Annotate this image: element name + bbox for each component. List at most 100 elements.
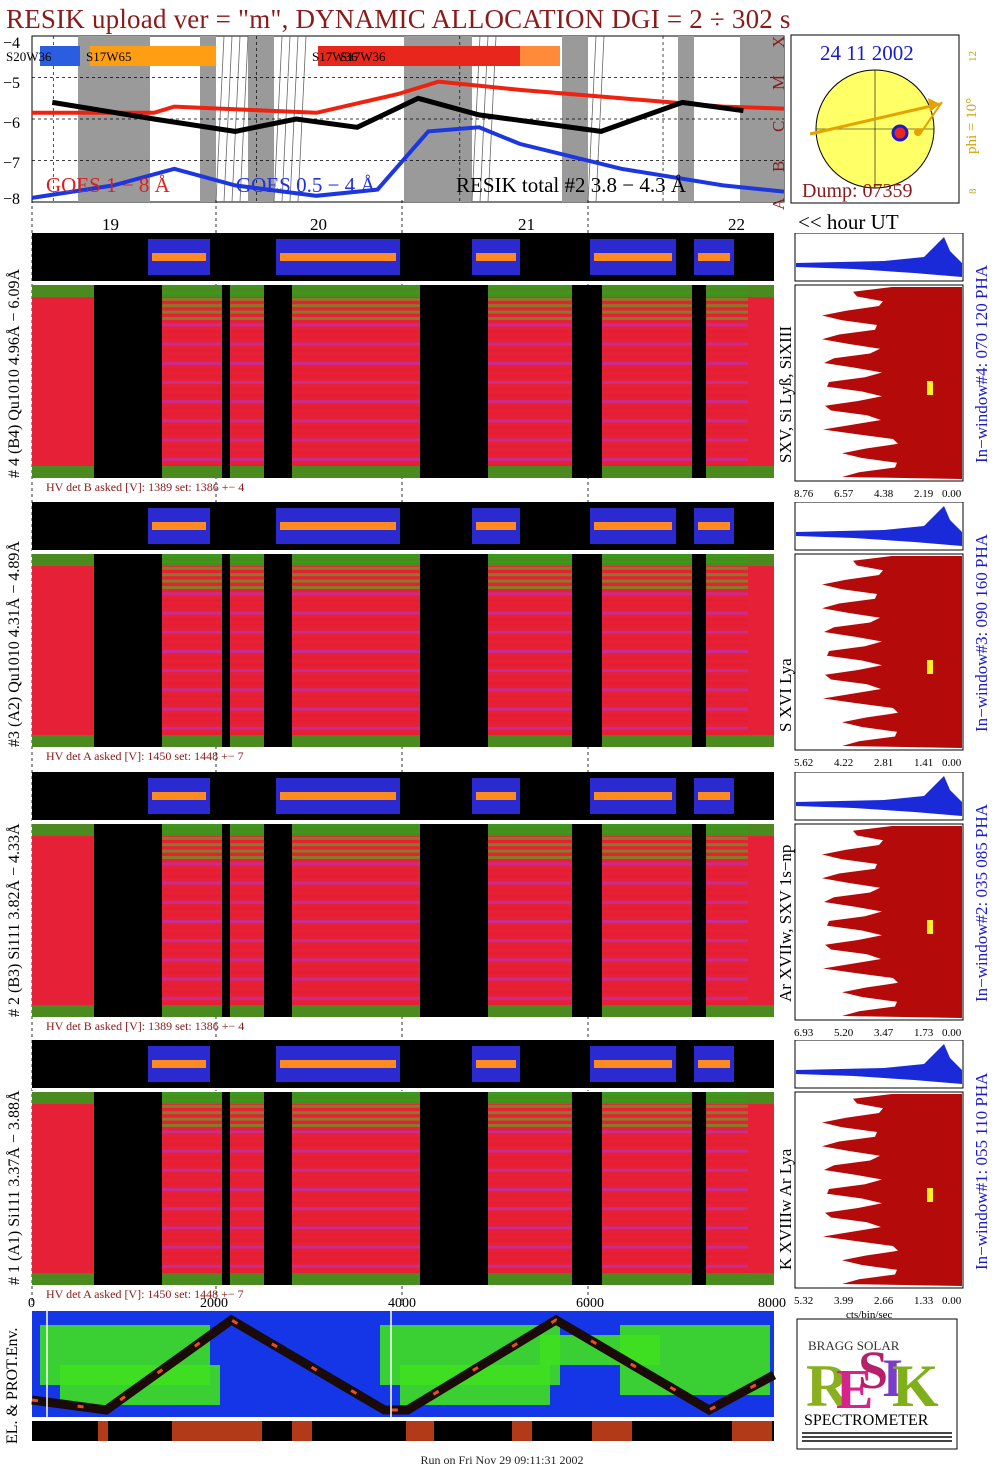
hv-readout-4: HV det B asked [V]: 1389 set: 1386 +− 4 [46, 480, 245, 494]
hatch-line [223, 35, 233, 203]
spectrogram-gap-4 [572, 824, 602, 1017]
histogram-xtick-0: 8.76 [794, 488, 814, 499]
orbit-ylabel: EL. & PROT.Env. [4, 1327, 21, 1444]
spectral-line-label-3: S XVI Lya [776, 658, 795, 732]
strip-band-4 [406, 1421, 434, 1441]
window-label-4: In−window#4: 070 120 PHA [972, 264, 991, 463]
pha-histogram-3: 5.62 4.22 2.81 1.41 0.00 [794, 502, 964, 768]
histogram-xtick-4: 0.00 [942, 757, 962, 768]
resik-logo: R E S I K BRAGG SOLAR SPECTROMETER [796, 1318, 958, 1450]
logo-letter-r: R [806, 1353, 850, 1419]
strip-band-3 [292, 1421, 312, 1441]
scale-bottom-label: 8 [967, 188, 979, 194]
pha-line-2 [476, 522, 516, 530]
goes-series-0 [32, 79, 785, 115]
spectrogram-gap-4 [572, 554, 602, 747]
hour-label-22: 22 [728, 215, 745, 234]
spectrogram-gap-1 [222, 1092, 230, 1285]
detector-label-2: # 2 (B3) Si111 3.82Å − 4.33Å [6, 823, 23, 1017]
pha-line-1 [280, 792, 396, 800]
orbit-radiation-zones [40, 1325, 770, 1405]
orbit-xtick-8000: 8000 [758, 1296, 786, 1311]
region-bar-2 [90, 46, 216, 66]
in-window-marker [927, 1188, 933, 1202]
strip-band-7 [732, 1421, 772, 1441]
pha-line-4 [698, 522, 730, 530]
ytick-label-4: −7 [3, 155, 20, 172]
spectrogram-gap-4 [572, 1092, 602, 1285]
strip-band-0 [98, 1421, 108, 1441]
window-label-2: In−window#2: 035 085 PHA [972, 803, 991, 1002]
orbit-xtick-4000: 4000 [388, 1296, 416, 1311]
pha-line-1 [280, 253, 396, 261]
detector-2-spectrogram [32, 772, 774, 1017]
histogram-xtick-3: 1.41 [914, 757, 933, 768]
class-letter-x: X [769, 36, 788, 48]
target-marker [891, 124, 909, 142]
pha-line-3 [594, 253, 672, 261]
pha-histogram-shape [796, 1044, 962, 1084]
region-bar-4 [520, 46, 560, 66]
logo-caption-bar [800, 1410, 954, 1428]
histogram-xtick-0: 5.62 [794, 757, 813, 768]
histogram-xtick-1: 5.20 [834, 1027, 854, 1038]
spectrogram-gap-3 [420, 285, 488, 478]
ytick-label-3: −6 [3, 115, 20, 132]
hour-labels: 19 20 21 22 [102, 215, 745, 234]
spectrogram-gap-3 [420, 824, 488, 1017]
histogram-xtick-0: 5.32 [794, 1295, 813, 1306]
orbit-strip-bands [98, 1421, 772, 1441]
orbit-xtick-2000: 2000 [200, 1296, 228, 1311]
region-tag-4: S17W36 [340, 49, 386, 64]
legend-goes-short: GOES 0.5 − 4 Å [236, 173, 376, 197]
pha-histogram-shape [796, 776, 962, 816]
goes-series-group [31, 79, 785, 200]
detector-1-spectrogram [32, 1040, 774, 1285]
orbit-xtick-0: 0 [28, 1296, 35, 1311]
in-window-marker [927, 381, 933, 395]
spectrogram-gap-5 [692, 285, 706, 478]
hv-readout-2: HV det B asked [V]: 1389 set: 1386 +− 4 [46, 1019, 245, 1033]
pha-line-4 [698, 792, 730, 800]
spectrogram-gap-3 [420, 554, 488, 747]
window-label-3: In−window#3: 090 160 PHA [972, 533, 991, 732]
histogram-xtick-4: 0.00 [942, 488, 962, 499]
logo-letter-k: K [892, 1353, 939, 1419]
hour-label-20: 20 [310, 215, 327, 234]
goes-lightcurve-chart: S20W36 S17W65 S17W36 S17W36 −4 −5 −6 −7 … [3, 35, 788, 234]
spectrogram-gap-2 [264, 554, 292, 747]
goes-y-axis: −4 −5 −6 −7 −8 [3, 35, 20, 208]
pha-line-4 [698, 1060, 730, 1068]
hv-readout-3: HV det A asked [V]: 1450 set: 1448 +− 7 [46, 749, 244, 763]
radiation-zone-5 [620, 1325, 770, 1395]
detector-3-spectrogram [32, 502, 774, 747]
strip-band-5 [512, 1421, 532, 1441]
spectrogram-gap-5 [692, 1092, 706, 1285]
ytick-label-5: −8 [3, 191, 20, 208]
class-letter-c: C [769, 121, 788, 132]
histogram-xtick-4: 0.00 [942, 1295, 962, 1306]
strip-band-2 [232, 1421, 262, 1441]
sun-date: 24 11 2002 [820, 41, 914, 65]
pha-line-3 [594, 522, 672, 530]
spectrogram-gap-1 [222, 554, 230, 747]
pha-line-1 [280, 522, 396, 530]
hv-readout-1: HV det A asked [V]: 1450 set: 1448 +− 7 [46, 1287, 244, 1301]
hour-axis-label: << hour UT [798, 210, 899, 234]
spectrogram-gap-1 [222, 285, 230, 478]
pha-line-3 [594, 792, 672, 800]
logo-letter-s: S [858, 1340, 888, 1400]
orbit-track-highlights [31, 1318, 775, 1412]
orbit-x-ticks: 0 2000 4000 6000 8000 [28, 1296, 786, 1311]
pha-histogram-1: 5.32 3.99 2.66 1.33 0.00 [794, 1040, 964, 1306]
orbit-intensity-strip [32, 1421, 774, 1441]
class-letter-a: A [769, 197, 788, 210]
histogram-xtick-2: 4.38 [874, 488, 894, 499]
spectrogram-gap-5 [692, 554, 706, 747]
pha-line-0 [152, 253, 206, 261]
dump-number: Dump: 07359 [802, 180, 913, 202]
legend-resik-total: RESIK total #2 3.8 − 4.3 Å [456, 173, 687, 197]
detector-label-4: # 4 (B4) Qu1010 4.96Å − 6.09Å [6, 268, 23, 478]
histogram-xtick-1: 6.57 [834, 488, 854, 499]
histogram-xtick-2: 2.66 [874, 1295, 894, 1306]
